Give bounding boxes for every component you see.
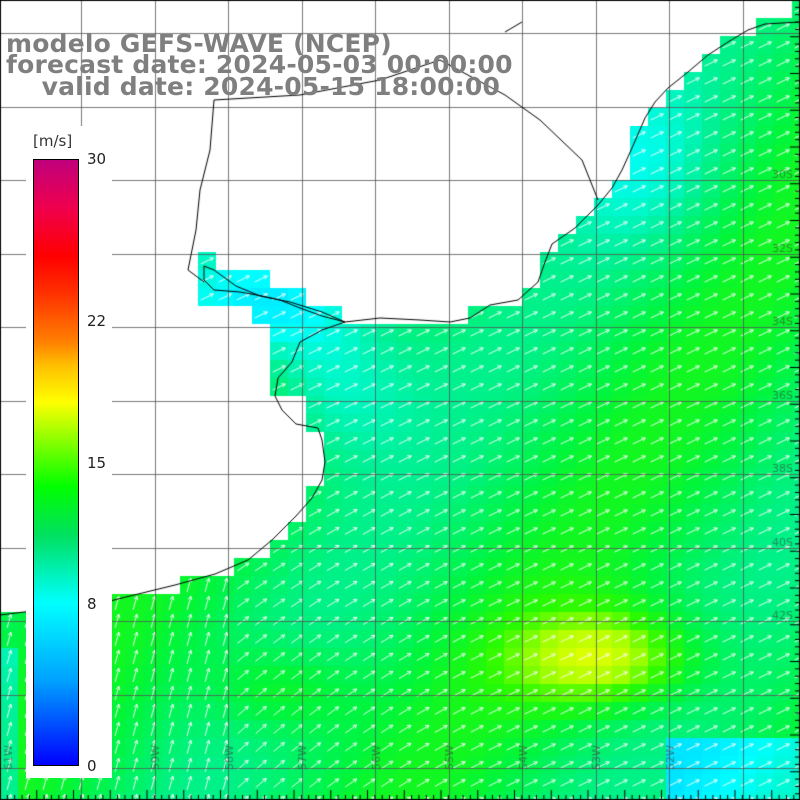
colorbar-tick-15: 15 xyxy=(87,453,107,472)
title-forecast-date: forecast date: 2024-05-03 00:00:00 xyxy=(6,50,513,79)
colorbar-tick-30: 30 xyxy=(87,150,107,168)
colorbar-unit-label: [m/s] xyxy=(30,132,76,150)
colorbar xyxy=(33,159,79,766)
colorbar-tick-8: 8 xyxy=(87,595,97,614)
title-model: modelo GEFS-WAVE (NCEP) xyxy=(6,29,392,58)
title-valid-date: valid date: 2024-05-15 18:00:00 xyxy=(6,72,501,101)
colorbar-tick-0: 0 xyxy=(87,757,97,775)
colorbar-tick-22: 22 xyxy=(87,311,107,330)
